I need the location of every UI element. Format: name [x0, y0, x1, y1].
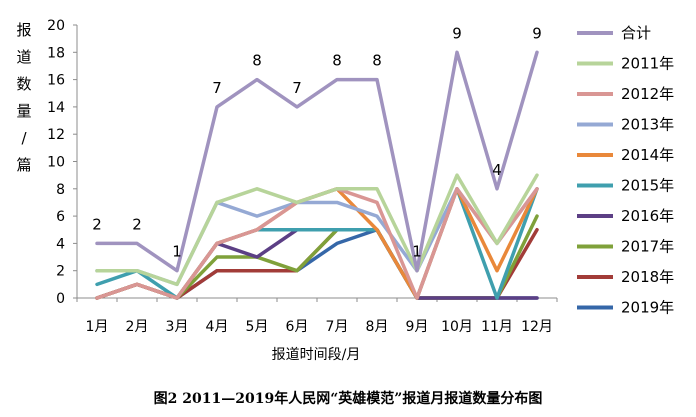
- data-label: 9: [452, 24, 462, 42]
- y-axis-label-char: 道: [16, 48, 31, 66]
- y-tick-label: 8: [56, 182, 65, 198]
- y-tick-label: 2: [56, 264, 65, 280]
- y-tick-label: 0: [56, 291, 65, 307]
- annotation-layer: 2 2 1 7 8 7 8 8 1 9 4 9: [92, 24, 542, 260]
- data-label: 1: [172, 243, 182, 261]
- y-tick-label: 20: [47, 18, 65, 34]
- y-tick-label: 14: [47, 100, 65, 116]
- y-tick-label: 16: [47, 73, 65, 89]
- series-line-2: [95, 187, 539, 300]
- data-label: 7: [212, 79, 222, 97]
- y-axis-label-char: 数: [16, 75, 31, 93]
- data-label: 2: [132, 215, 142, 233]
- legend-label: 2017年: [621, 238, 674, 256]
- legend-label: 2015年: [621, 177, 674, 195]
- y-axis-label: 报道数量 / 篇: [16, 21, 31, 174]
- legend: 合计 2011年 2012年 2013年 2014年 2015年 2016年 2017年 201…: [577, 24, 674, 317]
- legend-label: 2012年: [621, 85, 674, 103]
- series-layer: [95, 50, 539, 300]
- x-tick-label: 4月: [206, 319, 229, 335]
- y-axis: 0 2 4 6 8 10 12 14 16 18 20: [47, 18, 78, 307]
- series-line-5: [95, 187, 539, 300]
- y-tick-label: 12: [47, 127, 65, 143]
- x-tick-label: 1月: [86, 319, 109, 335]
- data-label: 1: [412, 243, 422, 261]
- series-line-3: [95, 187, 539, 287]
- y-tick-label: 18: [47, 45, 65, 61]
- y-tick-label: 4: [56, 236, 65, 252]
- legend-label: 2013年: [621, 116, 674, 134]
- data-label: 4: [492, 161, 502, 179]
- y-axis-label-char: 量: [16, 102, 31, 120]
- x-tick-label: 9月: [406, 319, 429, 335]
- figure-caption: 图2 2011—2019年人民网“英雄模范”报道月报道数量分布图: [154, 390, 543, 407]
- legend-label: 2011年: [621, 55, 674, 73]
- y-axis-label-char: /: [21, 129, 27, 147]
- y-tick-label: 6: [56, 209, 65, 225]
- data-label: 2: [92, 215, 102, 233]
- data-label: 9: [532, 24, 542, 42]
- legend-label: 2018年: [621, 268, 674, 286]
- x-tick-label: 7月: [326, 319, 349, 335]
- legend-label: 2019年: [621, 299, 674, 317]
- series-line-0: [95, 50, 539, 273]
- y-axis-label-char: 篇: [16, 156, 31, 174]
- legend-label: 2014年: [621, 146, 674, 164]
- data-label: 8: [372, 52, 382, 70]
- legend-label: 2016年: [621, 207, 674, 225]
- series-line-1: [95, 173, 539, 287]
- x-tick-label: 12月: [521, 319, 553, 335]
- x-tick-label: 8月: [366, 319, 389, 335]
- x-axis-label: 报道时间段/月: [272, 347, 361, 363]
- x-axis: 1月 2月 3月 4月 5月 6月 7月 8月 9月 10月 11月 12月: [76, 297, 558, 335]
- x-tick-label: 3月: [166, 319, 189, 335]
- x-tick-label: 11月: [481, 319, 513, 335]
- y-tick-label: 10: [47, 155, 65, 171]
- data-label: 7: [292, 79, 302, 97]
- legend-label: 合计: [621, 24, 651, 42]
- data-label: 8: [252, 52, 262, 70]
- x-tick-label: 2月: [126, 319, 149, 335]
- x-tick-label: 10月: [441, 319, 473, 335]
- data-label: 8: [332, 52, 342, 70]
- x-tick-label: 6月: [286, 319, 309, 335]
- x-tick-label: 5月: [246, 319, 269, 335]
- y-axis-label-char: 报: [16, 21, 31, 39]
